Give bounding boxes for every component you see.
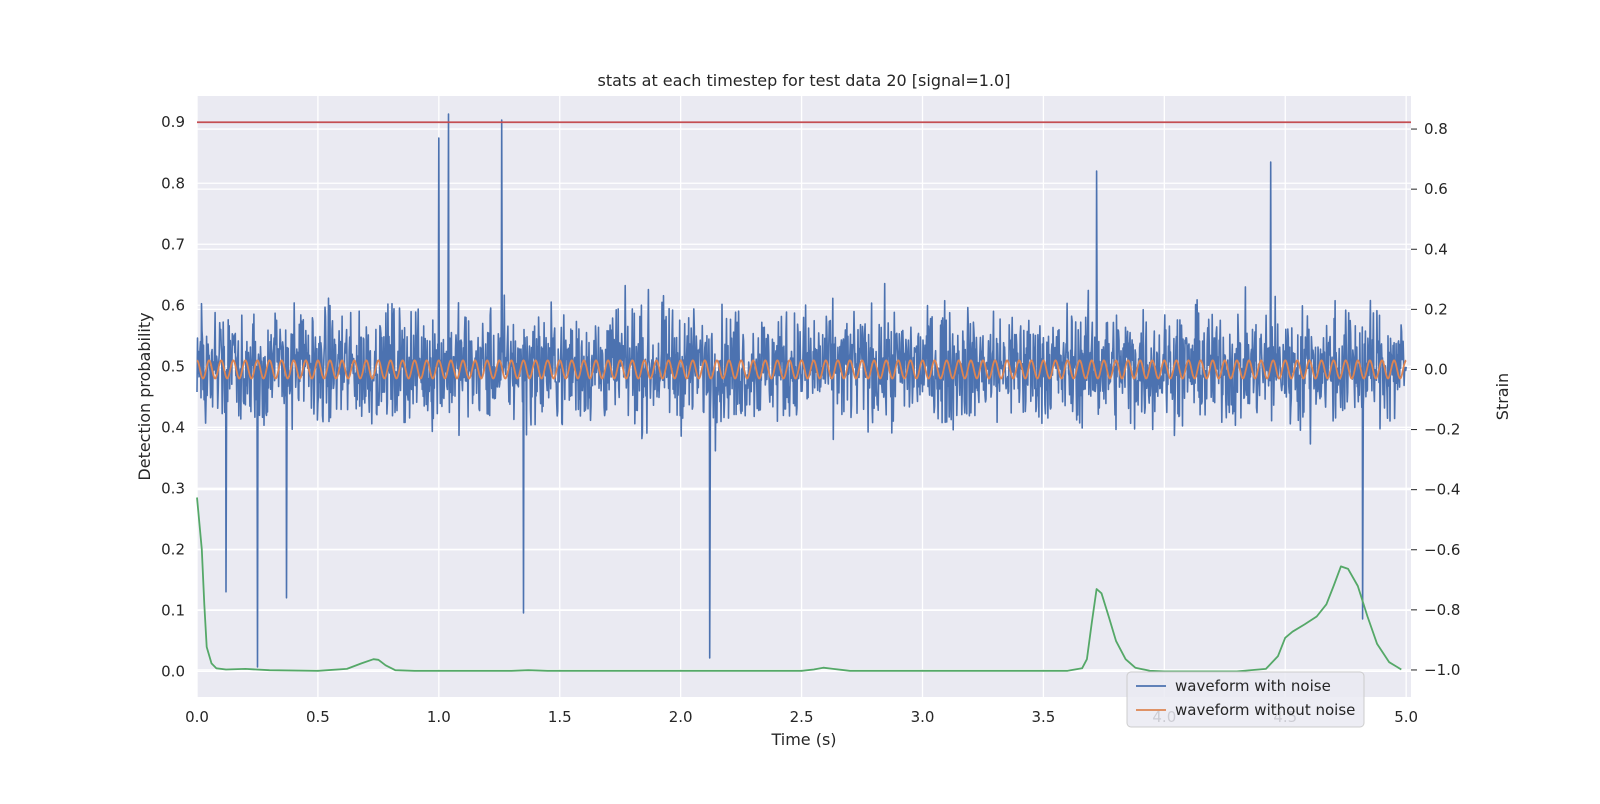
plot-area xyxy=(197,96,1411,697)
y-right-tick-label: 0.6 xyxy=(1424,180,1448,198)
x-tick-label: 3.5 xyxy=(1031,708,1055,726)
y-left-tick-label: 0.1 xyxy=(161,601,185,619)
y-axis-label-left: Detection probability xyxy=(135,312,154,480)
x-tick-label: 0.0 xyxy=(185,708,209,726)
y-right-tick-label: −1.0 xyxy=(1424,661,1460,679)
x-tick-label: 1.5 xyxy=(548,708,572,726)
x-axis-label: Time (s) xyxy=(770,730,836,749)
y-left-tick-label: 0.0 xyxy=(161,662,185,680)
y-left-tick-label: 0.3 xyxy=(161,479,185,497)
y-left-tick-label: 0.8 xyxy=(161,174,185,192)
y-left-tick-label: 0.9 xyxy=(161,113,185,131)
y-right-tick-label: −0.4 xyxy=(1424,481,1460,499)
y-right-tick-label: 0.0 xyxy=(1424,360,1448,378)
legend-box xyxy=(1126,671,1365,728)
y-left-tick-label: 0.5 xyxy=(161,357,185,375)
x-tick-label: 2.0 xyxy=(669,708,693,726)
legend-label-clean: waveform without noise xyxy=(1175,701,1355,719)
y-axis-label-right: Strain xyxy=(1493,373,1512,420)
x-tick-label: 2.5 xyxy=(790,708,814,726)
y-left-tick-label: 0.7 xyxy=(161,235,185,253)
y-right-tick-label: −0.8 xyxy=(1424,601,1460,619)
y-left-tick-label: 0.6 xyxy=(161,296,185,314)
y-right-tick-label: 0.2 xyxy=(1424,300,1448,318)
series-layer xyxy=(196,113,1411,673)
y-right-tick-label: −0.2 xyxy=(1424,421,1460,439)
series-waveform-without-noise xyxy=(196,359,1407,380)
x-tick-label: 3.0 xyxy=(911,708,935,726)
y-right-tick-label: 0.8 xyxy=(1424,120,1448,138)
chart-title: stats at each timestep for test data 20 … xyxy=(598,71,1011,90)
tick-labels: 0.00.51.01.52.02.53.03.54.04.55.00.00.10… xyxy=(161,113,1460,726)
legend-label-noise: waveform with noise xyxy=(1175,677,1331,695)
x-tick-label: 1.0 xyxy=(427,708,451,726)
y-right-tick-label: 0.4 xyxy=(1424,240,1448,258)
y-left-tick-label: 0.4 xyxy=(161,418,185,436)
x-tick-label: 0.5 xyxy=(306,708,330,726)
x-tick-label: 5.0 xyxy=(1394,708,1418,726)
series-detection-probability xyxy=(196,497,1402,673)
y-left-tick-label: 0.2 xyxy=(161,540,185,558)
legend: waveform with noise waveform without noi… xyxy=(1126,671,1365,728)
y-right-tick-label: −0.6 xyxy=(1424,541,1460,559)
